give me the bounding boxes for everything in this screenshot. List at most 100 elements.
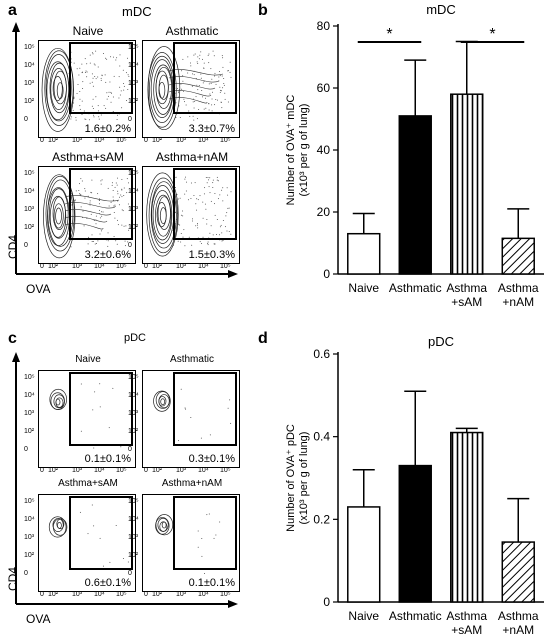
flow-x-tick: 10³ [72,591,83,598]
flow-plot-label: Naive [75,354,101,365]
bar-0 [347,506,381,603]
panel-letter-b: b [258,2,268,19]
flow-y-tick: 10⁵ [24,374,35,381]
flow-plot-a-4: 1.5±0.3% [142,166,240,264]
flow-x-tick: 10⁴ [94,591,105,598]
flow-x-tick: 10² [152,137,163,144]
flow-y-tick: 10⁴ [24,516,35,523]
x-tick-label: Asthmatic [389,609,442,623]
y-tick-label: 0 [323,267,330,281]
flow-y-tick: 10³ [24,410,35,417]
flow-x-tick: 10⁴ [198,591,209,598]
flow-y-tick: 10⁴ [24,62,35,69]
flow-plot-label: Naive [72,24,104,38]
flow-plot-c-3: 0.6±0.1% [38,494,136,592]
flow-y-tick: 10⁴ [24,392,35,399]
bar-3 [501,541,535,603]
flow-y-tick: 10³ [128,206,139,213]
flow-x-tick: 10² [48,467,59,474]
y-axis-label: Number of OVA⁺ mDC(x10³ per g of lung) [285,95,310,206]
flow-y-tick: 0 [128,116,132,123]
gate-box [173,372,237,446]
flow-plot-label: Asthma+nAM [155,150,229,164]
flow-plot-a-1: 1.6±0.2% [38,40,136,138]
flow-y-tick: 10⁵ [24,498,35,505]
flow-plot-label: Asthma+sAM [52,150,124,164]
flow-y-tick: 0 [24,116,28,123]
flow-y-tick: 10⁵ [128,170,139,177]
panel-a-xlabel: OVA [26,282,51,296]
flow-x-tick: 10⁴ [198,467,209,474]
y-tick-label: 40 [317,143,331,157]
flow-x-tick: 0 [144,263,148,270]
gate-box [69,168,133,240]
x-tick-label: +sAM [451,295,482,309]
gate-percentage: 3.2±0.6% [84,249,131,261]
x-tick-label: Asthma [446,281,487,295]
bar-1 [398,464,432,603]
flow-x-tick: 10² [48,591,59,598]
flow-plot-c-1: 0.1±0.1% [38,370,136,468]
flow-y-tick: 10² [128,98,139,105]
x-tick-label: Asthma [498,281,539,295]
bar-chart-mdc: mDC 0 20 40 60 80 Number of OVA⁺ mDC(x10³ per … [285,2,544,309]
flow-plot-label: Asthma+sAM [58,478,118,489]
x-tick-label: +nAM [502,295,534,309]
x-tick-label: Naive [348,281,379,295]
y-tick-label: 0 [323,595,330,609]
y-tick-label: 0.6 [313,347,330,361]
flow-plot-label: Asthmatic [165,24,219,38]
flow-y-tick: 0 [24,446,28,453]
flow-y-tick: 10² [128,224,139,231]
gate-percentage: 0.6±0.1% [84,577,131,589]
flow-y-tick: 10² [24,98,35,105]
flow-x-tick: 10² [48,263,59,270]
flow-x-tick: 10⁵ [220,591,231,598]
x-tick-label: Asthma [446,609,487,623]
contour-plot [48,504,129,567]
panel-c-xlabel: OVA [26,612,51,626]
y-tick-label: 20 [317,205,331,219]
flow-x-tick: 0 [144,591,148,598]
flow-y-tick: 0 [128,446,132,453]
significance-star: * [386,26,392,43]
flow-y-tick: 10³ [128,410,139,417]
flow-y-tick: 10⁵ [128,44,139,51]
flow-x-tick: 10⁵ [116,137,127,144]
flow-y-tick: 10⁵ [128,374,139,381]
flow-plot-c-2: 0.3±0.1% [142,370,240,468]
x-tick-label: Naive [348,609,379,623]
gate-box [173,496,237,570]
gate-box [69,42,133,114]
flow-y-tick: 0 [128,242,132,249]
flow-x-tick: 10³ [176,591,187,598]
flow-y-tick: 10² [24,428,35,435]
flow-y-tick: 10⁴ [128,188,139,195]
flow-x-tick: 0 [40,467,44,474]
x-tick-label: +sAM [451,623,482,637]
significance-star: * [489,26,495,43]
gate-percentage: 0.1±0.1% [84,453,131,465]
flow-x-tick: 10⁵ [220,467,231,474]
flow-x-tick: 10³ [72,263,83,270]
flow-x-tick: 10⁵ [116,591,127,598]
flow-x-tick: 10⁵ [220,263,231,270]
flow-y-tick: 10⁵ [24,44,35,51]
y-axis-label: Number of OVA⁺ pDC(x10³ per g of lung) [285,424,310,532]
panel-letter-d: d [258,330,268,347]
chart-title: mDC [426,2,456,17]
flow-y-tick: 10² [128,428,139,435]
gate-percentage: 0.3±0.1% [188,453,235,465]
gate-percentage: 1.6±0.2% [84,123,131,135]
panel-a-title: mDC [122,4,152,19]
bar-1 [398,115,432,275]
flow-y-tick: 10⁴ [128,516,139,523]
flow-y-tick: 0 [128,570,132,577]
flow-x-tick: 10⁵ [220,137,231,144]
flow-x-tick: 0 [144,137,148,144]
flow-x-tick: 0 [40,137,44,144]
flow-x-tick: 10⁴ [94,467,105,474]
flow-y-tick: 10³ [24,534,35,541]
flow-x-tick: 10³ [72,467,83,474]
flow-x-tick: 10⁴ [198,137,209,144]
